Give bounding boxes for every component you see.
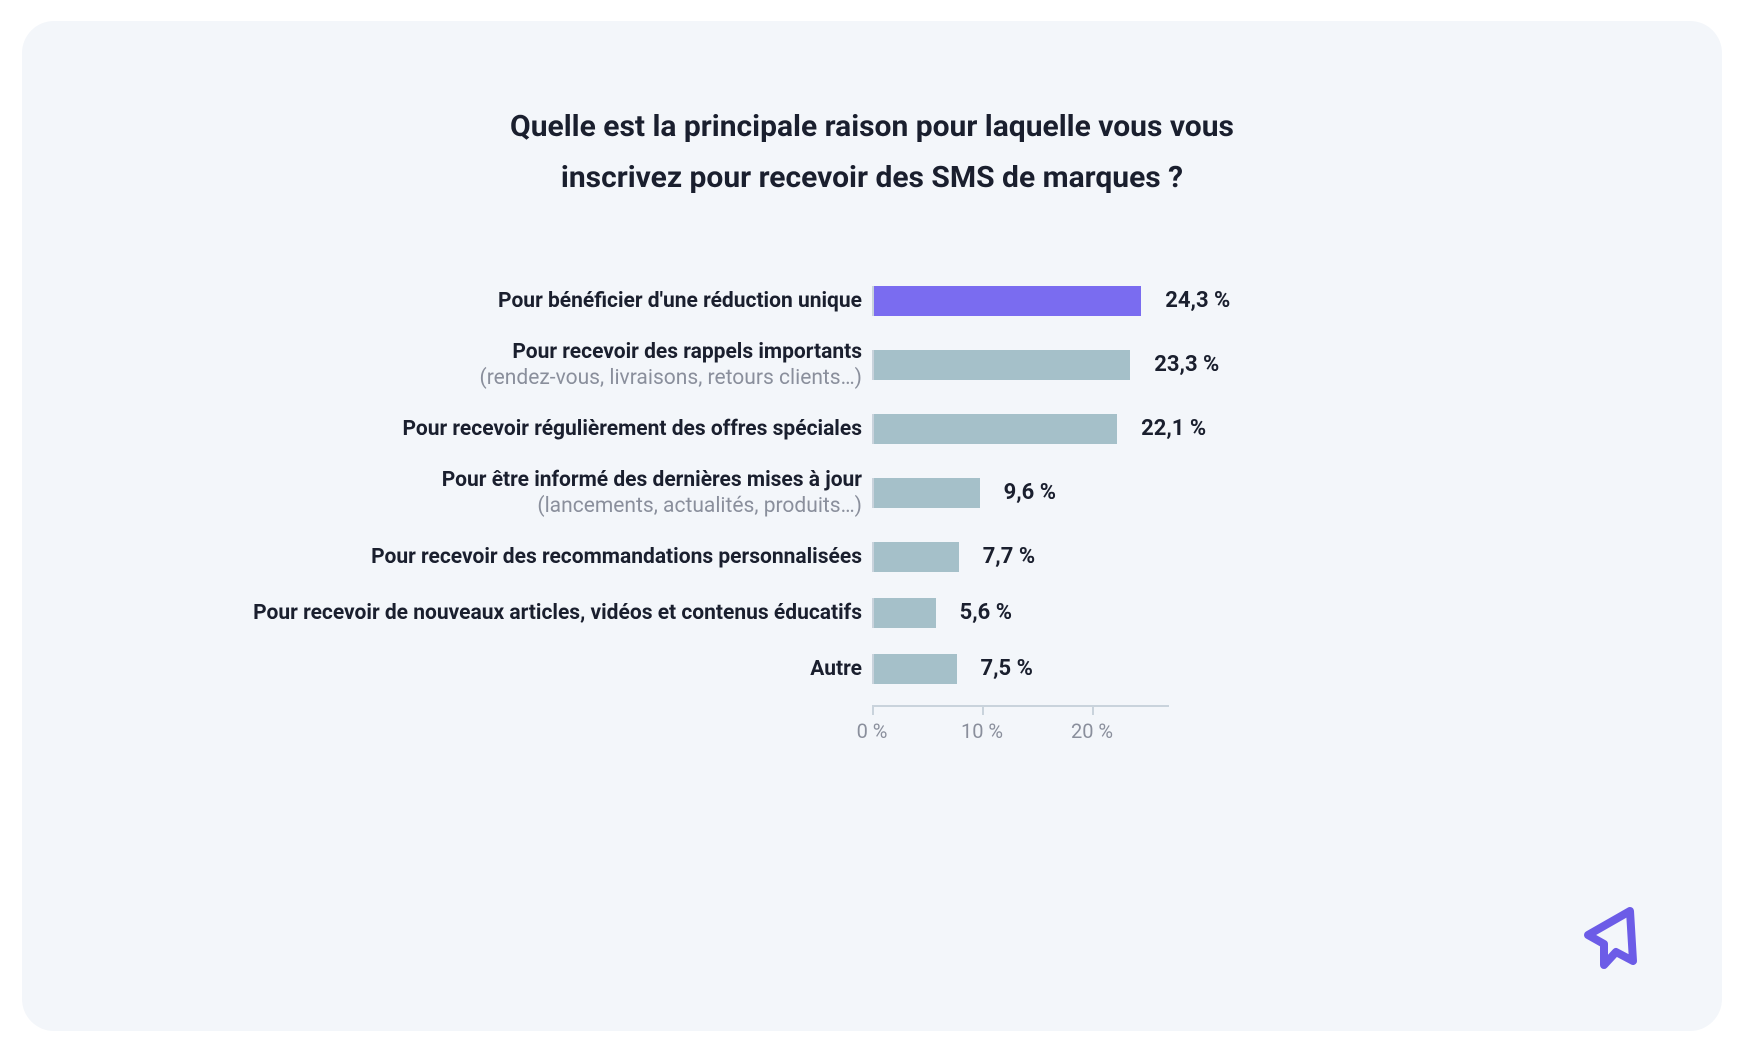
title-line-2: inscrivez pour recevoir des SMS de marqu… [561, 160, 1183, 195]
x-tick-label: 10 % [961, 719, 1003, 743]
y-axis-line [872, 654, 874, 684]
bar-row: Pour recevoir des rappels importants(ren… [252, 329, 1492, 401]
x-axis-spacer [252, 705, 872, 765]
bar-chart: Pour bénéficier d'une réduction unique 24… [252, 273, 1492, 765]
bar-plot-col: 22,1 % [872, 414, 1492, 444]
bar [874, 598, 936, 628]
x-tick [872, 705, 874, 715]
bar-label: Pour recevoir de nouveaux articles, vidé… [253, 601, 862, 625]
bar-label-col: Pour bénéficier d'une réduction unique [252, 289, 872, 313]
bar-label-col: Pour recevoir régulièrement des offres s… [252, 417, 872, 441]
x-axis-baseline [872, 705, 1169, 707]
x-axis-plot: 0 %10 %20 % [872, 705, 1492, 765]
chart-card: Quelle est la principale raison pour laq… [22, 21, 1722, 1031]
bar-value: 24,3 % [1165, 288, 1230, 313]
bar-label: Pour être informé des dernières mises à … [442, 468, 862, 492]
bar [874, 478, 980, 508]
y-axis-line [872, 598, 874, 628]
bar-label-col: Pour être informé des dernières mises à … [252, 468, 872, 518]
y-axis-line [872, 286, 874, 316]
bar [874, 654, 957, 684]
bar-plot-col: 5,6 % [872, 598, 1492, 628]
bar-label: Pour recevoir des recommandations person… [371, 545, 862, 569]
x-axis: 0 % 10 % 20 % [252, 705, 1492, 765]
x-tick-label: 0 % [857, 719, 888, 743]
bar-row: Pour recevoir de nouveaux articles, vidé… [252, 585, 1492, 641]
bar-sublabel: (rendez-vous, livraisons, retours client… [480, 366, 862, 390]
bar-plot-col: 9,6 % [872, 478, 1492, 508]
bar-row: Autre 7,5 % [252, 641, 1492, 697]
bar-label: Autre [810, 657, 862, 681]
bar [874, 542, 959, 572]
bar-row: Pour être informé des dernières mises à … [252, 457, 1492, 529]
bar [874, 350, 1130, 380]
bar-label-col: Pour recevoir de nouveaux articles, vidé… [252, 601, 872, 625]
x-tick [1092, 705, 1094, 715]
bar-plot-col: 23,3 % [872, 350, 1492, 380]
bar-value: 5,6 % [960, 600, 1012, 625]
chart-title: Quelle est la principale raison pour laq… [422, 101, 1322, 203]
bar-value: 9,6 % [1004, 480, 1056, 505]
bar-value: 7,7 % [983, 544, 1035, 569]
bar-label-col: Pour recevoir des recommandations person… [252, 545, 872, 569]
title-line-1: Quelle est la principale raison pour laq… [510, 109, 1234, 144]
bar-row: Pour recevoir régulièrement des offres s… [252, 401, 1492, 457]
bar-label: Pour recevoir régulièrement des offres s… [403, 417, 863, 441]
bar-sublabel: (lancements, actualités, produits…) [537, 494, 862, 518]
y-axis-line [872, 542, 874, 572]
bar-label-col: Autre [252, 657, 872, 681]
bar [874, 286, 1141, 316]
x-tick [982, 705, 984, 715]
brand-logo-icon [1578, 903, 1652, 981]
bar-plot-col: 7,7 % [872, 542, 1492, 572]
bar [874, 414, 1117, 444]
y-axis-line [872, 478, 874, 508]
bar-plot-col: 24,3 % [872, 286, 1492, 316]
bar-value: 22,1 % [1141, 416, 1206, 441]
bar-row: Pour bénéficier d'une réduction unique 24… [252, 273, 1492, 329]
y-axis-line [872, 414, 874, 444]
x-tick-label: 20 % [1071, 719, 1113, 743]
bar-label-col: Pour recevoir des rappels importants(ren… [252, 340, 872, 390]
bar-label: Pour recevoir des rappels importants [512, 340, 862, 364]
bar-label: Pour bénéficier d'une réduction unique [498, 289, 862, 313]
bar-row: Pour recevoir des recommandations person… [252, 529, 1492, 585]
bar-plot-col: 7,5 % [872, 654, 1492, 684]
bar-value: 23,3 % [1154, 352, 1219, 377]
y-axis-line [872, 350, 874, 380]
bar-value: 7,5 % [981, 656, 1033, 681]
